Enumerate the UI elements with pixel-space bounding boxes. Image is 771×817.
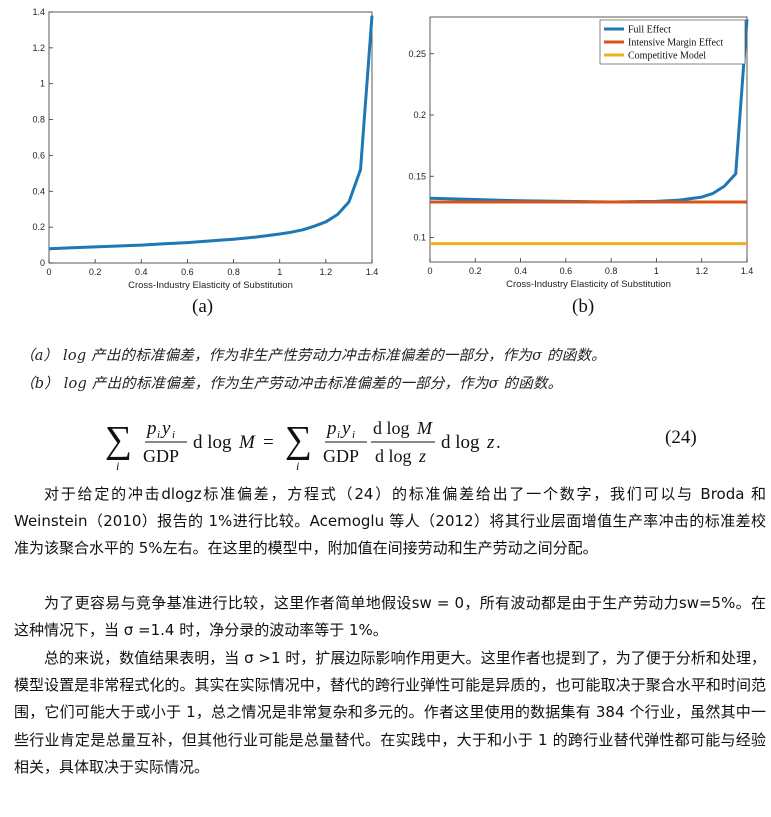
x-axis-title: Cross-Industry Elasticity of Substitutio…	[128, 280, 293, 291]
svg-text:∑: ∑	[105, 419, 132, 461]
x-tick-label: 0.4	[135, 267, 148, 277]
y-tick-label: 0.1	[413, 233, 426, 243]
svg-text:d log: d log	[373, 418, 410, 438]
paragraph-3: 总的来说，数值结果表明，当 σ >1 时，扩展边际影响作用更大。这里作者也提到了…	[14, 649, 766, 776]
x-tick-label: 0	[46, 267, 51, 277]
x-tick-label: 1	[654, 266, 659, 276]
x-tick-label: 0.6	[181, 267, 194, 277]
svg-text:i: i	[116, 459, 119, 473]
svg-text:.: .	[496, 432, 501, 453]
svg-text:i: i	[352, 429, 355, 441]
chart-a: 0 0.2 0.4 0.6 0.8 1 1.2 1.4 0 0.2 0.4 0.6 0.8 1 1.2 1.4…	[32, 7, 379, 291]
y-tick-label: 0.2	[32, 222, 45, 232]
x-tick-label: 1.2	[320, 267, 333, 277]
plot-frame	[48, 11, 373, 264]
svg-text:p: p	[325, 418, 337, 439]
x-tick-label: 0.2	[469, 266, 482, 276]
x-tick-label: 1.4	[741, 266, 754, 276]
svg-text:GDP: GDP	[143, 446, 179, 466]
series-line-1	[48, 15, 374, 251]
svg-text:i: i	[172, 429, 175, 441]
svg-text:i: i	[296, 459, 299, 473]
svg-text:y: y	[340, 418, 351, 439]
x-tick-label: 1.4	[366, 267, 379, 277]
y-tick-label: 0.4	[32, 186, 45, 196]
equation-24: ∑ i p i y i GDP d log M = ∑ i p i y i GD…	[105, 418, 501, 473]
svg-text:i: i	[157, 429, 160, 441]
figure-label-a: (a)	[192, 296, 214, 317]
plot-frame	[429, 16, 748, 263]
chart-b: 0 0.2 0.4 0.6 0.8 1 1.2 1.4 0.1 0.15 0.2 0.25 Cross-…	[408, 16, 754, 290]
y-tick-label: 0	[40, 258, 45, 268]
svg-text:d log: d log	[441, 432, 480, 453]
figure-caption-b: （b） log 产出的标准偏差，作为生产劳动冲击标准偏差的一部分，作为σ 的函数…	[20, 376, 563, 392]
x-tick-label: 1.2	[695, 266, 708, 276]
paragraph-1: 对于给定的冲击dlogz标准偏差，方程式（24）的标准偏差给出了一个数字，我们可…	[14, 485, 766, 558]
x-tick-label: 1	[277, 267, 282, 277]
y-tick-label: 0.6	[32, 150, 45, 160]
x-tick-label: 0.8	[227, 267, 240, 277]
x-axis-title: Cross-Industry Elasticity of Substitutio…	[506, 279, 671, 290]
svg-text:=: =	[263, 432, 274, 453]
svg-text:∑: ∑	[285, 419, 312, 461]
svg-text:GDP: GDP	[323, 446, 359, 466]
legend-entry: Competitive Model	[628, 51, 706, 62]
svg-text:z: z	[486, 432, 495, 453]
x-tick-label: 0.2	[89, 267, 102, 277]
x-tick-label: 0.8	[605, 266, 618, 276]
paragraph-2: 为了更容易与竞争基准进行比较，这里作者简单地假设sw = 0，所有波动都是由于生…	[14, 594, 766, 640]
svg-text:y: y	[160, 418, 171, 439]
x-tick-label: 0.4	[514, 266, 527, 276]
svg-text:z: z	[418, 446, 426, 466]
y-tick-label: 1	[40, 79, 45, 89]
legend-entry: Full Effect	[628, 25, 671, 36]
y-tick-label: 1.2	[32, 43, 45, 53]
svg-text:d log: d log	[375, 446, 412, 466]
figure-caption-a: （a） log 产出的标准偏差，作为非生产性劳动力冲击标准偏差的一部分，作为σ …	[20, 348, 606, 364]
legend-entry: Intensive Margin Effect	[628, 38, 723, 49]
x-tick-label: 0	[427, 266, 432, 276]
svg-text:M: M	[416, 418, 433, 438]
x-tick-label: 0.6	[560, 266, 573, 276]
svg-text:p: p	[145, 418, 157, 439]
svg-text:i: i	[337, 429, 340, 441]
y-tick-label: 0.15	[408, 171, 426, 181]
y-tick-label: 0.2	[413, 110, 426, 120]
y-tick-label: 0.8	[32, 115, 45, 125]
y-tick-label: 1.4	[32, 7, 45, 17]
svg-text:M: M	[238, 432, 256, 453]
svg-text:d log: d log	[193, 432, 232, 453]
y-tick-label: 0.25	[408, 49, 426, 59]
legend-box	[599, 19, 746, 65]
figure-label-b: (b)	[572, 296, 595, 317]
equation-number: (24)	[665, 427, 697, 448]
